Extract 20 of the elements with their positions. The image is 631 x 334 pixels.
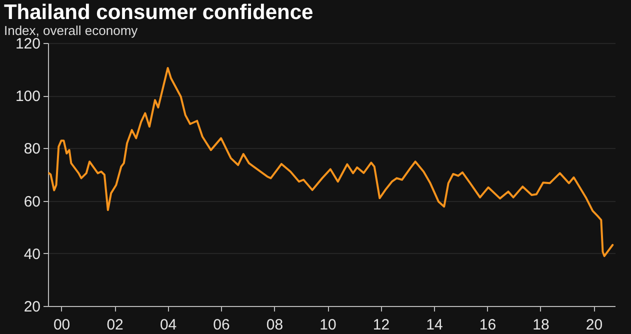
x-tick-label: 04 (160, 316, 177, 334)
chart-title: Thailand consumer confidence (4, 1, 314, 24)
x-tick-label: 14 (426, 316, 443, 334)
x-tick-label: 02 (106, 316, 124, 334)
y-tick-label: 20 (24, 298, 40, 316)
y-tick-label: 120 (15, 36, 40, 52)
x-tick-label: 06 (213, 316, 230, 334)
y-tick-label: 80 (24, 140, 40, 158)
x-tick-label: 16 (479, 316, 496, 334)
chart-subtitle: Index, overall economy (4, 23, 138, 38)
x-tick-label: 12 (372, 316, 390, 334)
x-tick-label: 10 (320, 316, 336, 334)
x-tick-label: 20 (586, 316, 603, 334)
x-tick-label: 00 (53, 316, 70, 334)
y-tick-label: 60 (24, 193, 40, 210)
y-tick-label: 100 (15, 88, 40, 106)
x-tick-label: 08 (266, 316, 284, 334)
line-series (48, 66, 614, 258)
x-tick-label: 18 (532, 316, 550, 334)
y-tick-label: 40 (24, 246, 40, 263)
